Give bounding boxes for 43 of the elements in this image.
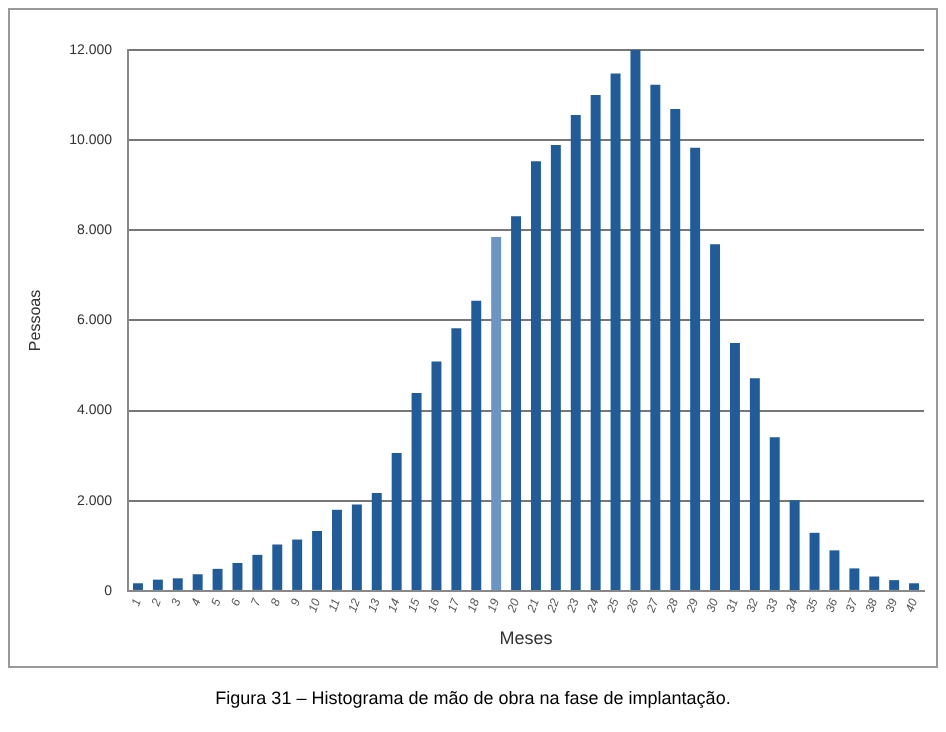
bar <box>252 554 263 590</box>
bar <box>610 73 621 590</box>
bar <box>391 453 402 590</box>
bar <box>192 574 203 590</box>
bar <box>550 145 561 590</box>
bar <box>909 583 920 590</box>
bar <box>769 437 780 590</box>
bar <box>889 580 900 590</box>
text: Figura 31 – Histograma de mão de obra na fase de implantação. <box>213 688 733 708</box>
bar <box>491 237 502 590</box>
bar <box>729 343 740 590</box>
bar <box>212 568 223 590</box>
bar <box>869 576 880 590</box>
bar <box>809 532 820 590</box>
bar <box>133 583 143 590</box>
bar <box>511 216 522 590</box>
bar <box>152 579 163 590</box>
bar <box>690 147 701 590</box>
bar <box>172 578 183 590</box>
x-axis-title: Meses <box>499 628 554 649</box>
bar <box>590 95 601 590</box>
bar <box>650 84 661 590</box>
y-axis-title: Pessoas <box>26 289 45 352</box>
bar <box>431 361 442 590</box>
bar <box>312 530 323 590</box>
bar <box>451 328 462 590</box>
bar <box>272 544 283 590</box>
bar <box>670 109 681 590</box>
bar <box>710 244 721 590</box>
bar <box>749 378 760 590</box>
bar <box>471 300 482 590</box>
bar <box>411 393 422 590</box>
bar <box>371 493 382 590</box>
bar <box>331 509 342 590</box>
bar <box>829 550 840 590</box>
bar <box>570 114 581 590</box>
bar <box>351 504 362 590</box>
bar <box>849 568 860 590</box>
bar <box>232 562 243 590</box>
bar <box>789 500 800 590</box>
bar <box>292 539 303 590</box>
bar <box>530 161 541 590</box>
bar <box>630 50 641 590</box>
